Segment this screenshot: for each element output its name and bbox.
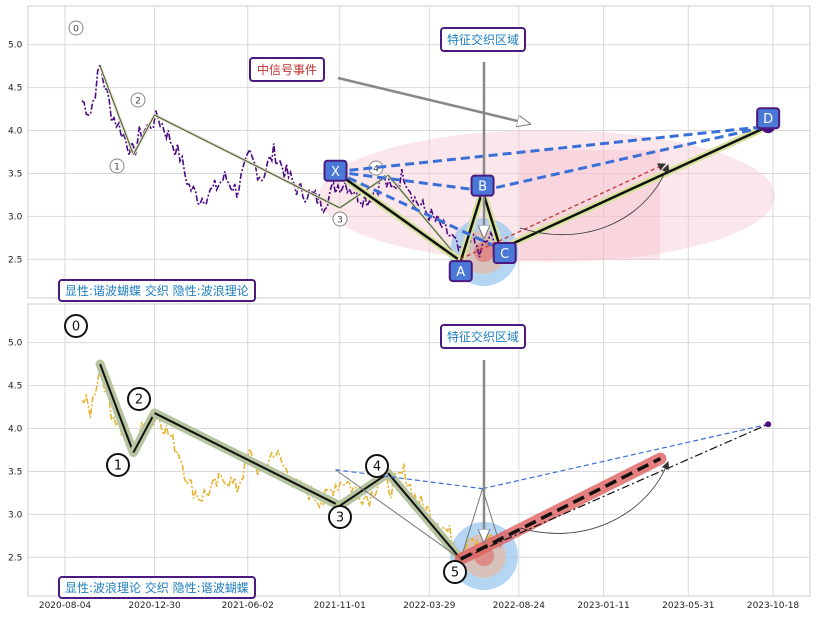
x-tick-label: 2020-08-04 — [39, 601, 92, 611]
top-wave-label-circle — [130, 92, 146, 108]
bottom-corner-label: 显性:波浪理论 交织 隐性:谐波蝴蝶 — [58, 576, 256, 599]
bottom-wave-label-circle — [443, 560, 467, 584]
top-wave-segment — [99, 65, 134, 155]
bottom-butterfly-leg — [335, 469, 462, 560]
top-butterfly-ratio-line — [334, 170, 502, 251]
top-butterfly-node-b — [470, 174, 495, 197]
bottom-butterfly-ratio-line — [335, 469, 483, 490]
top-y-tick-label: 4.5 — [8, 84, 22, 94]
bottom-forecast-line — [459, 457, 662, 561]
top-wave-label: 1 — [114, 163, 120, 173]
top-butterfly-leg — [334, 170, 462, 263]
top-wave-segment — [132, 114, 155, 155]
bottom-wave-segment — [99, 363, 135, 453]
x-tick-label: 2021-11-01 — [314, 601, 366, 611]
top-event-arrow — [337, 76, 530, 124]
top-panel: 2.5 3.0 3.5 4.0 4.5 5.0 0 1 2 3 4 X A B C D — [8, 5, 811, 299]
x-tick-label: 2023-01-11 — [577, 601, 629, 611]
top-butterfly-leg — [481, 190, 502, 250]
top-wave-label: 3 — [337, 216, 343, 226]
top-butterfly-node-a — [448, 260, 473, 283]
top-wave-label-circle — [332, 211, 348, 227]
bottom-y-tick-label: 3.0 — [8, 510, 23, 520]
bottom-y-tick-label: 3.5 — [8, 467, 22, 477]
top-forecast-arrow — [453, 163, 666, 263]
x-tick-label: 2023-10-18 — [747, 601, 800, 611]
top-wave-label: 4 — [373, 165, 379, 175]
bottom-wave-label: 1 — [114, 459, 122, 474]
bottom-zone-label: 特征交织区域 — [440, 324, 527, 349]
top-wave-label-circle — [68, 20, 84, 36]
top-y-tick-label: 3.0 — [8, 212, 23, 222]
bottom-plot-area — [27, 303, 811, 597]
top-butterfly-label-b: B — [478, 180, 487, 195]
bottom-wave-label-circle — [127, 387, 151, 411]
top-butterfly-label-a: A — [456, 265, 465, 280]
x-tick-label: 2021-06-02 — [222, 601, 274, 611]
top-butterfly-node-d — [756, 107, 781, 130]
top-wave-segment — [387, 174, 462, 262]
bottom-panel: 2.5 3.0 3.5 4.0 4.5 5.0 0 1 2 3 4 5 — [8, 303, 811, 597]
bottom-wave-label: 4 — [373, 460, 381, 475]
top-butterfly-leg — [500, 125, 769, 251]
bottom-butterfly-leg — [460, 488, 484, 560]
top-butterfly-leg — [459, 190, 484, 262]
top-y-tick-label: 2.5 — [8, 255, 22, 265]
top-butterfly-ratio-line — [335, 170, 483, 193]
top-wave-segment — [154, 114, 340, 209]
x-tick-label: 2020-12-30 — [128, 601, 181, 611]
top-butterfly-node-x — [323, 159, 348, 182]
top-y-tick-label: 4.0 — [8, 127, 23, 137]
bottom-butterfly-ratio-line — [482, 423, 769, 490]
top-wave-label-circle — [109, 158, 125, 174]
bottom-projection-line — [460, 423, 769, 560]
x-tick-label: 2022-08-24 — [493, 601, 546, 611]
top-curved-arrow — [519, 164, 670, 236]
bottom-wave-label-circle — [328, 505, 352, 529]
bottom-wave-label: 0 — [72, 320, 80, 335]
bottom-y-tick-label: 2.5 — [8, 553, 22, 563]
top-plot-area — [27, 5, 811, 299]
bottom-wave-segment — [387, 472, 462, 560]
x-tick-label: 2022-03-29 — [403, 601, 456, 611]
bottom-y-tick-label: 4.0 — [8, 425, 23, 435]
bottom-wave-label: 2 — [135, 393, 143, 408]
top-butterfly-ratio-line — [335, 124, 769, 174]
top-butterfly-label-x: X — [331, 165, 340, 180]
bottom-curved-arrow — [519, 461, 670, 534]
top-corner-label: 显性:谐波蝴蝶 交织 隐性:波浪理论 — [58, 279, 256, 302]
bottom-wave-label-circle — [365, 454, 389, 478]
bottom-y-tick-label: 4.5 — [8, 382, 22, 392]
top-wave-label: 0 — [73, 25, 79, 35]
bottom-wave-label-circle — [106, 453, 130, 477]
bottom-wave-label-circle — [64, 314, 88, 338]
bottom-point-d-marker — [765, 421, 772, 428]
top-wave-label: 2 — [135, 97, 141, 107]
top-butterfly-label-c: C — [500, 247, 509, 262]
bottom-wave-segment — [154, 412, 341, 507]
x-tick-label: 2023-05-31 — [662, 601, 714, 611]
top-y-tick-label: 5.0 — [8, 41, 23, 51]
top-zone-label: 特征交织区域 — [440, 27, 527, 52]
top-butterfly-label-d: D — [763, 112, 773, 127]
bottom-y-tick-label: 5.0 — [8, 339, 23, 349]
bottom-wave-segment — [132, 412, 156, 454]
top-event-label: 中信号事件 — [249, 57, 326, 82]
x-axis: 2020-08-04 2020-12-30 2021-06-02 2021-11-01… — [39, 601, 800, 611]
top-butterfly-ratio-line — [482, 124, 769, 193]
bottom-wave-label: 3 — [336, 511, 344, 526]
top-butterfly-node-c — [492, 242, 517, 265]
bottom-wave-label: 5 — [451, 566, 459, 581]
top-y-tick-label: 3.5 — [8, 169, 22, 179]
